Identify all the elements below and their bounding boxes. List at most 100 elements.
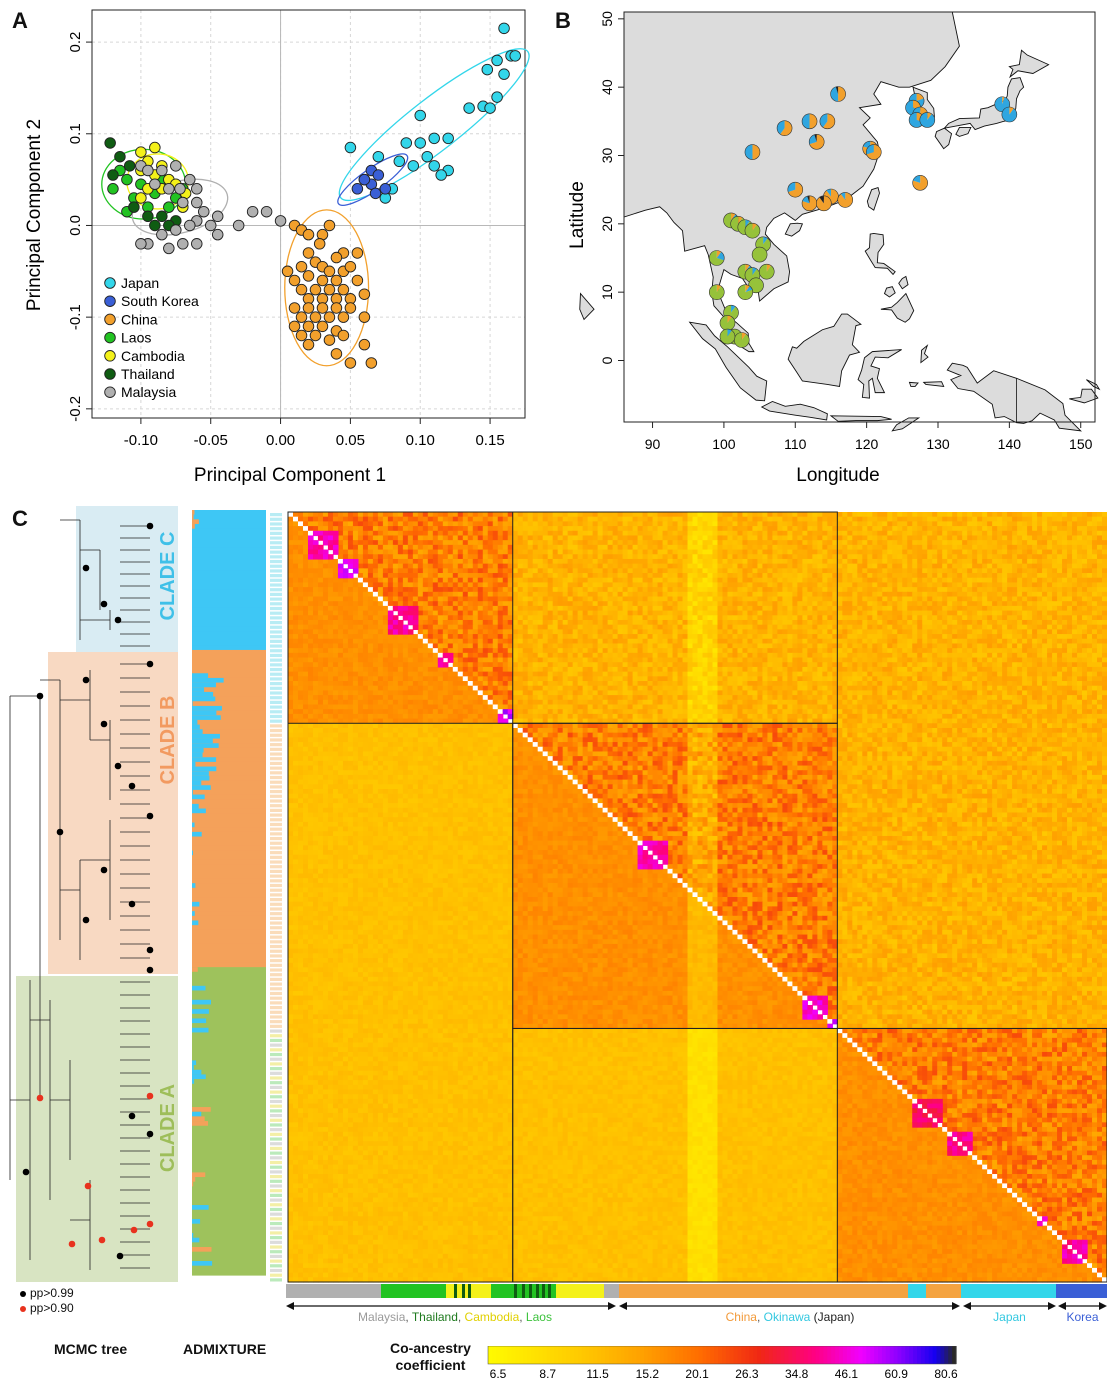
heatmap-cell	[543, 568, 549, 573]
heatmap-cell	[732, 550, 738, 555]
heatmap-cell	[712, 554, 718, 559]
pca-point-japan	[492, 55, 503, 66]
heatmap-cell	[418, 554, 424, 559]
heatmap-cell	[927, 620, 933, 625]
heatmap-cell	[593, 601, 599, 606]
heatmap-cell	[822, 629, 828, 634]
heatmap-cell	[493, 521, 499, 526]
heatmap-cell	[298, 620, 304, 625]
heatmap-cell	[288, 564, 294, 569]
pca-y-tick-label: -0.1	[67, 304, 84, 330]
heatmap-cell	[678, 540, 684, 545]
heatmap-cell	[303, 592, 309, 597]
heatmap-cell	[772, 535, 778, 540]
heatmap-cell	[1047, 582, 1053, 587]
heatmap-cell	[373, 521, 379, 526]
heatmap-cell	[583, 592, 589, 597]
heatmap-cell	[393, 578, 399, 583]
heatmap-cell	[782, 540, 788, 545]
heatmap-cell	[688, 568, 694, 573]
admixture-row-mix	[192, 902, 199, 907]
heatmap-cell	[588, 587, 594, 592]
heatmap-cell	[857, 625, 863, 630]
heatmap-cell	[643, 629, 649, 634]
heatmap-cell	[468, 531, 474, 536]
heatmap-cell	[398, 587, 404, 592]
heatmap-cell	[533, 564, 539, 569]
heatmap-cell	[643, 597, 649, 602]
heatmap-cell	[752, 606, 758, 611]
admixture-row	[192, 524, 266, 529]
heatmap-cell	[468, 582, 474, 587]
admixture-row	[192, 1037, 266, 1042]
heatmap-cell	[957, 592, 963, 597]
pca-point-japan	[485, 103, 496, 114]
heatmap-cell	[1032, 545, 1038, 550]
heatmap-cell	[747, 526, 753, 531]
heatmap-cell	[523, 535, 529, 540]
heatmap-cell	[318, 521, 324, 526]
heatmap-cell	[593, 521, 599, 526]
heatmap-cell	[543, 531, 549, 536]
heatmap-cell	[378, 526, 384, 531]
heatmap-cell	[328, 517, 334, 522]
heatmap-cell	[578, 531, 584, 536]
heatmap-cell	[348, 625, 354, 630]
heatmap-cell	[1012, 606, 1018, 611]
admixture-row-mix	[192, 911, 195, 916]
heatmap-cell	[528, 625, 534, 630]
heatmap-cell	[443, 550, 449, 555]
heatmap-cell	[1037, 615, 1043, 620]
heatmap-cell	[947, 601, 953, 606]
heatmap-cell	[842, 629, 848, 634]
heatmap-cell	[842, 578, 848, 583]
heatmap-cell	[1087, 620, 1093, 625]
heatmap-cell	[782, 550, 788, 555]
sample-pie-chart	[752, 247, 767, 262]
heatmap-cell	[702, 512, 708, 517]
heatmap-cell	[737, 512, 743, 517]
heatmap-cell	[638, 582, 644, 587]
heatmap-cell	[802, 615, 808, 620]
heatmap-cell	[668, 587, 674, 592]
heatmap-cell	[792, 545, 798, 550]
admixture-row	[192, 990, 266, 995]
heatmap-cell	[852, 535, 858, 540]
heatmap-cell	[1042, 573, 1048, 578]
heatmap-cell	[912, 564, 918, 569]
heatmap-cell	[1002, 620, 1008, 625]
heatmap-cell	[1057, 587, 1063, 592]
heatmap-cell	[503, 625, 509, 630]
heatmap-cell	[423, 531, 429, 536]
heatmap-cell	[1057, 578, 1063, 583]
heatmap-cell	[757, 550, 763, 555]
admixture-row	[192, 599, 266, 604]
heatmap-cell	[1007, 535, 1013, 540]
heatmap-cell	[1047, 559, 1053, 564]
heatmap-cell	[603, 573, 609, 578]
heatmap-cell	[398, 512, 404, 517]
heatmap-cell	[688, 578, 694, 583]
heatmap-cell	[917, 550, 923, 555]
heatmap-cell	[937, 535, 943, 540]
heatmap-cell	[1012, 578, 1018, 583]
heatmap-cell	[638, 625, 644, 630]
heatmap-cell	[693, 620, 699, 625]
heatmap-cell	[732, 535, 738, 540]
heatmap-cell	[1042, 531, 1048, 536]
heatmap-cell	[393, 521, 399, 526]
heatmap-cell	[418, 587, 424, 592]
heatmap-cell	[927, 597, 933, 602]
heatmap-cell	[827, 611, 833, 616]
heatmap-cell	[902, 531, 908, 536]
heatmap-cell	[433, 540, 439, 545]
heatmap-cell	[318, 568, 324, 573]
heatmap-cell	[1002, 615, 1008, 620]
heatmap-cell	[538, 578, 544, 583]
heatmap-cell	[942, 568, 948, 573]
heatmap-cell	[298, 625, 304, 630]
heatmap-cell	[847, 554, 853, 559]
heatmap-cell	[887, 587, 893, 592]
heatmap-cell	[1072, 568, 1078, 573]
heatmap-cell	[573, 568, 579, 573]
